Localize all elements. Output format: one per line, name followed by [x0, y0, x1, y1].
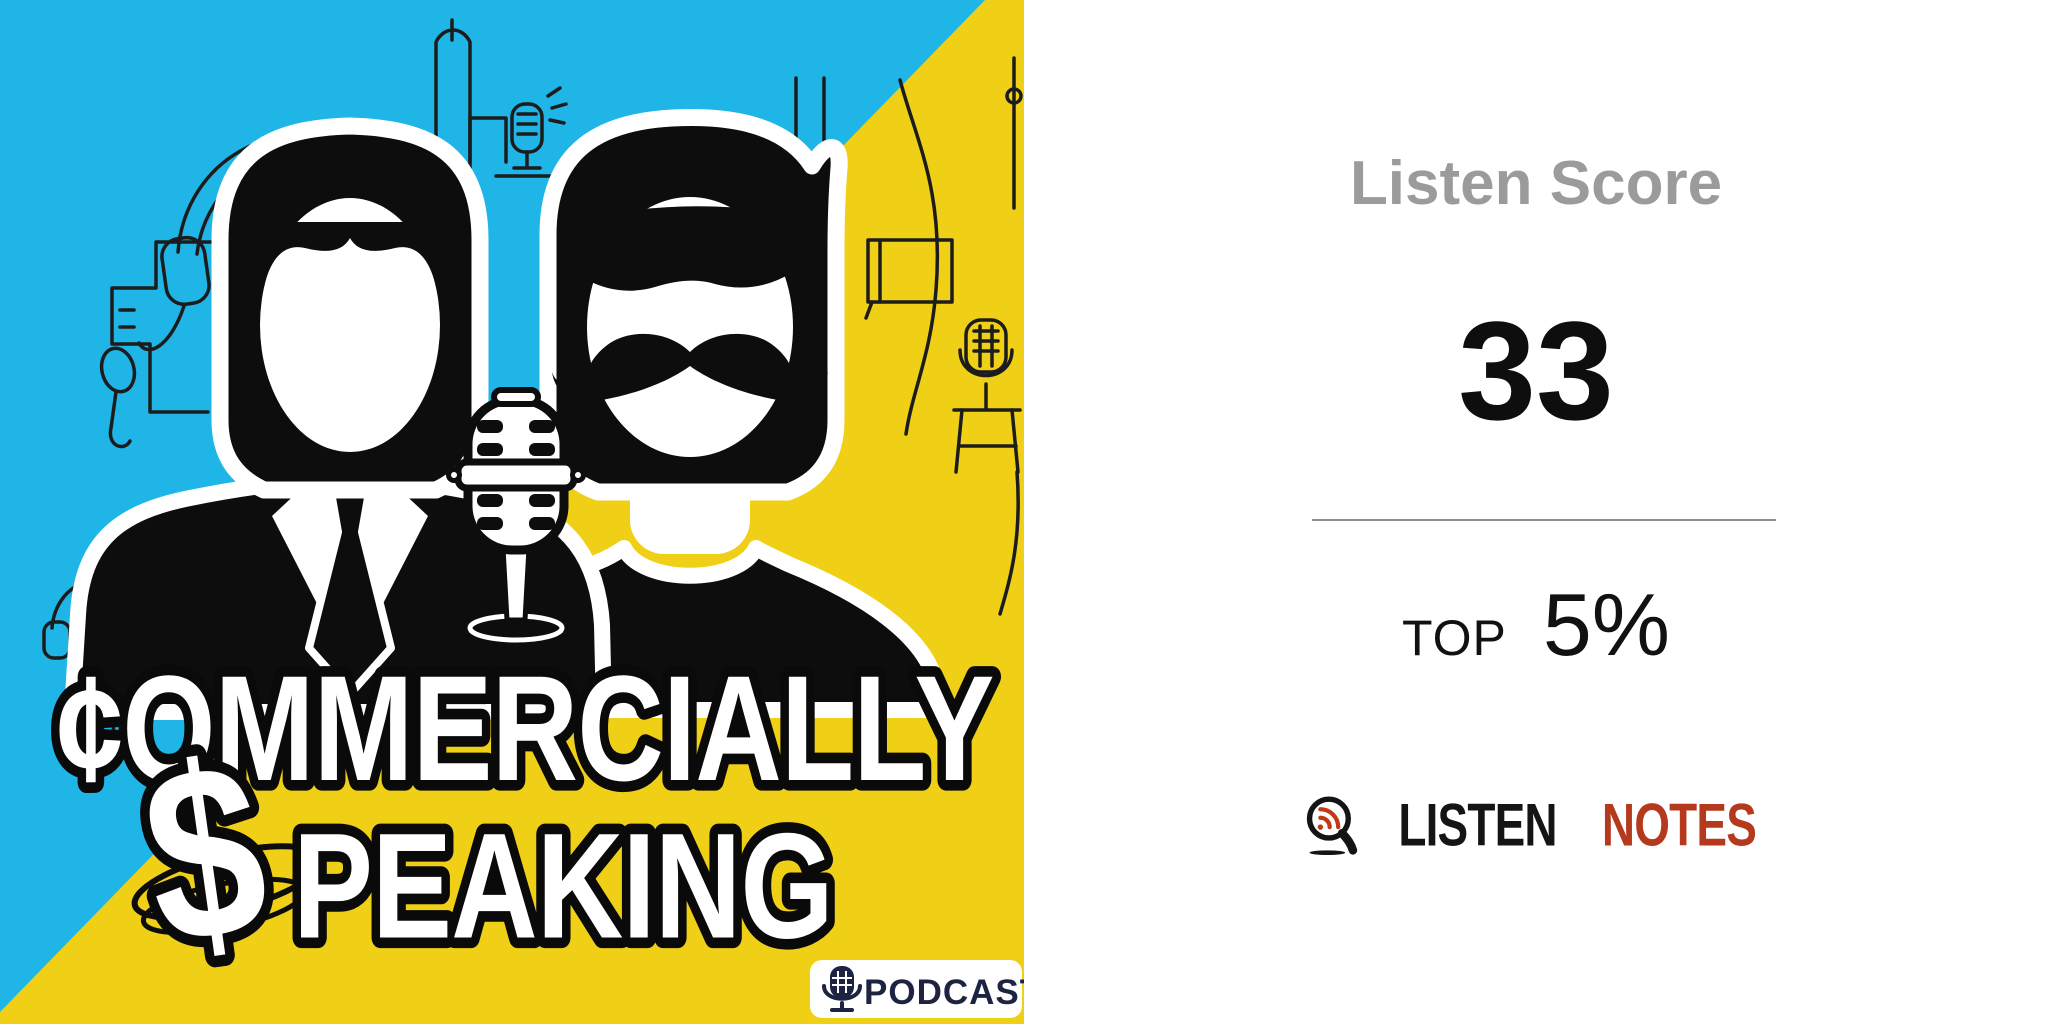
dollar-swirl	[131, 843, 325, 921]
podcast-badge-mic-icon	[822, 966, 862, 1012]
earbud-doodle-icon	[99, 346, 137, 449]
podcast-cover-art: ¢OMMERCIALLY $ PEAKING PODCAST	[0, 0, 1024, 1024]
top-percent-value: 5%	[1542, 575, 1671, 674]
magnifier-shadow	[1309, 850, 1346, 855]
rank-row: TOP 5%	[1024, 574, 2048, 676]
window-doodle-icon	[864, 238, 954, 320]
top-label: TOP	[1401, 610, 1507, 666]
cover-title-line2: PEAKING	[293, 802, 833, 970]
podcast-badge-label: PODCAST	[864, 973, 1024, 1012]
listen-score-heading: Listen Score	[1349, 149, 1723, 218]
magnifier-handle	[1338, 829, 1358, 855]
stand-mic-doodle-icon	[952, 318, 1022, 616]
listen-score-value: 33	[1458, 292, 1614, 449]
dollar-swirl-2	[140, 876, 308, 936]
logo-word-notes: NOTES	[1601, 789, 1757, 859]
left-host-face	[260, 198, 440, 452]
buildings-doodle-icon	[110, 18, 1023, 414]
retro-microphone-icon	[446, 387, 586, 654]
cover-title-line1: ¢OMMERCIALLY	[57, 644, 994, 812]
listen-notes-logo[interactable]: LISTEN NOTES	[1024, 788, 2048, 860]
magnifier-rss-icon	[1307, 796, 1358, 855]
left-host-tie	[305, 488, 395, 698]
logo-word-listen: LISTEN	[1398, 789, 1558, 859]
mustache-icon-right	[690, 333, 828, 402]
rss-icon	[1318, 807, 1341, 830]
divider	[1312, 519, 1776, 521]
podcast-badge: PODCAST	[810, 960, 1024, 1018]
left-host-hairline	[260, 222, 440, 310]
left-host-figure	[64, 117, 612, 720]
right-host-fringe	[587, 206, 793, 291]
mustache-icon	[552, 333, 690, 402]
listen-score-panel: Listen Score 33 TOP 5% LISTEN NOTES	[1024, 0, 2048, 1024]
